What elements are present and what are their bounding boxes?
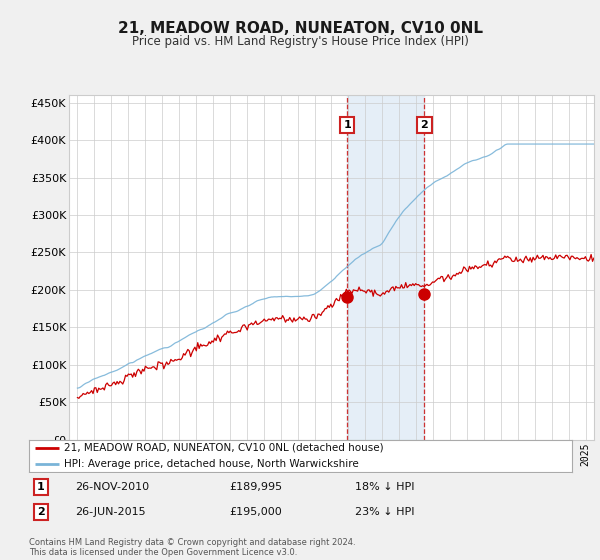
Text: £189,995: £189,995 — [230, 482, 283, 492]
Text: £195,000: £195,000 — [230, 507, 283, 517]
Text: 1: 1 — [37, 482, 44, 492]
Text: 2: 2 — [37, 507, 44, 517]
Bar — [347, 95, 424, 440]
Text: 18% ↓ HPI: 18% ↓ HPI — [355, 482, 414, 492]
Text: 21, MEADOW ROAD, NUNEATON, CV10 0NL (detached house): 21, MEADOW ROAD, NUNEATON, CV10 0NL (det… — [64, 443, 384, 452]
Text: Contains HM Land Registry data © Crown copyright and database right 2024.
This d: Contains HM Land Registry data © Crown c… — [29, 538, 355, 557]
Text: Price paid vs. HM Land Registry's House Price Index (HPI): Price paid vs. HM Land Registry's House … — [131, 35, 469, 48]
Text: 1: 1 — [343, 120, 351, 130]
Text: 23% ↓ HPI: 23% ↓ HPI — [355, 507, 414, 517]
Text: 26-JUN-2015: 26-JUN-2015 — [75, 507, 146, 517]
Text: HPI: Average price, detached house, North Warwickshire: HPI: Average price, detached house, Nort… — [64, 459, 359, 469]
Text: 21, MEADOW ROAD, NUNEATON, CV10 0NL: 21, MEADOW ROAD, NUNEATON, CV10 0NL — [118, 21, 482, 36]
Text: 26-NOV-2010: 26-NOV-2010 — [75, 482, 149, 492]
Text: 2: 2 — [421, 120, 428, 130]
